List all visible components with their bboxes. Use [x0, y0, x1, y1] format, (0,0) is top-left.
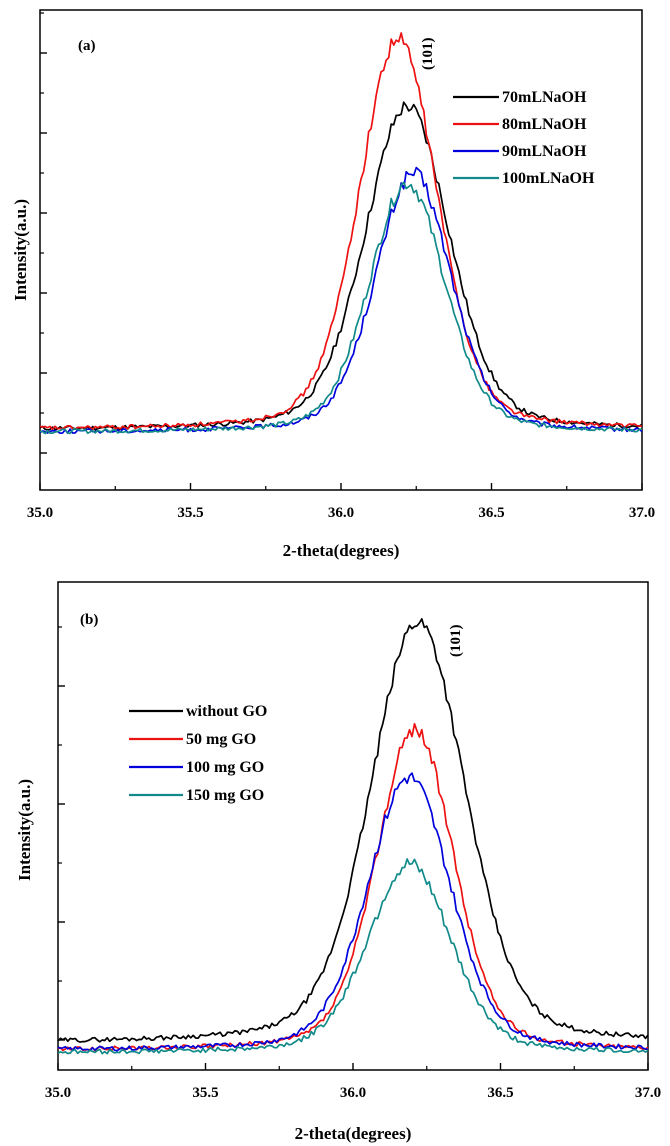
- legend-label: 150 mg GO: [186, 787, 264, 804]
- panel-b-peak-label: (101): [448, 625, 464, 658]
- panel-a-plot-frame: [39, 9, 643, 491]
- panel-b-legend: without GO 50 mg GO 100 mg GO 150 mg GO: [129, 703, 267, 804]
- series-line-100-mg-go: [57, 772, 649, 1052]
- x-tick-label: 36.0: [328, 505, 354, 521]
- panel-a-x-axis-title: 2-theta(degrees): [283, 541, 400, 560]
- x-tick-label: 35.0: [45, 1085, 71, 1101]
- panel-a-series: [39, 32, 643, 435]
- panel-a-tag: (a): [78, 38, 96, 54]
- x-tick-label: 37.0: [635, 1085, 661, 1101]
- legend-label: 100mLNaOH: [502, 170, 595, 187]
- panel-b: 35.0 35.5 36.0 36.5 37.0 (b) (101) without G…: [15, 581, 661, 1143]
- panel-a-y-ticks: [40, 12, 47, 454]
- series-line-70mlnaoh: [39, 101, 643, 431]
- series-line-50-mg-go: [57, 722, 649, 1052]
- legend-label: 70mLNaOH: [502, 89, 587, 106]
- panel-b-y-axis-title: Intensity(a.u.): [15, 779, 34, 881]
- panel-b-y-ticks: [58, 626, 65, 1041]
- panel-b-x-ticks: 35.0 35.5 36.0 36.5 37.0: [45, 1063, 661, 1101]
- panel-b-tag: (b): [80, 612, 98, 628]
- x-tick-label: 35.5: [192, 1085, 218, 1101]
- legend-label: 80mLNaOH: [502, 116, 587, 133]
- panel-a-legend: 70mLNaOH 80mLNaOH 90mLNaOH 100mLNaOH: [453, 89, 595, 187]
- series-line-80mlnaoh: [39, 32, 643, 431]
- series-line-100mlnaoh: [39, 181, 642, 435]
- x-tick-label: 35.0: [27, 505, 53, 521]
- series-line-90mlnaoh: [39, 166, 643, 435]
- panel-b-x-axis-title: 2-theta(degrees): [295, 1124, 412, 1143]
- panel-a-y-axis-title: Intensity(a.u.): [11, 199, 30, 301]
- panel-a: 35.0 35.5 36.0 36.5 37.0 (a) (101) 70mLNaOH 8…: [11, 9, 655, 560]
- legend-label: without GO: [186, 703, 267, 720]
- series-line-without-go: [57, 618, 649, 1043]
- series-line-150-mg-go: [57, 858, 649, 1055]
- panel-a-x-ticks: 35.0 35.5 36.0 36.5 37.0: [27, 483, 655, 521]
- legend-label: 50 mg GO: [186, 731, 256, 748]
- x-tick-label: 36.0: [340, 1085, 366, 1101]
- legend-label: 100 mg GO: [186, 759, 264, 776]
- x-tick-label: 36.5: [487, 1085, 513, 1101]
- x-tick-label: 37.0: [629, 505, 655, 521]
- x-tick-label: 36.5: [478, 505, 504, 521]
- panel-b-series: [57, 618, 649, 1055]
- legend-label: 90mLNaOH: [502, 143, 587, 160]
- panel-b-plot-frame: [57, 581, 649, 1071]
- x-tick-label: 35.5: [177, 505, 203, 521]
- panel-a-peak-label: (101): [420, 38, 436, 71]
